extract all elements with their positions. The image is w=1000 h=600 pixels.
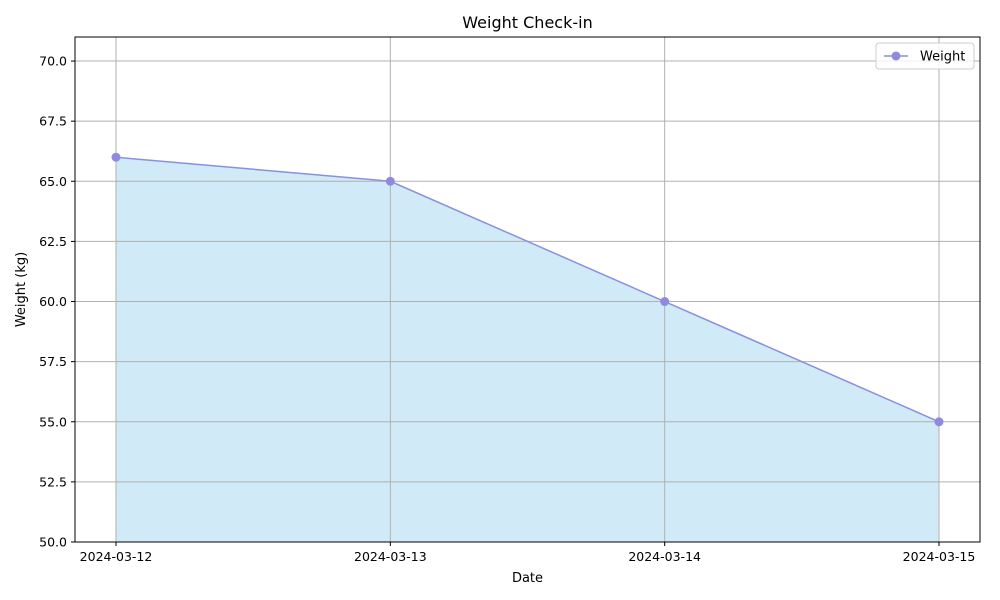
ticks-layer: 50.0 52.5 55.0 57.5 60.0 62.5 65.0 67.5 70.0 2024… <box>39 54 975 564</box>
y-tick-label: 65.0 <box>39 174 67 189</box>
x-axis-label: Date <box>512 571 543 586</box>
area-fill-layer <box>116 157 939 542</box>
x-tick-label: 2024-03-15 <box>903 549 976 564</box>
y-tick-label: 60.0 <box>39 294 67 309</box>
y-tick-label: 57.5 <box>39 354 67 369</box>
plot-frame <box>74 36 981 543</box>
series-line-weight <box>115 156 940 423</box>
y-axis-label: Weight (kg) <box>14 252 29 327</box>
series-layer <box>111 152 944 427</box>
chart-title: Weight Check-in <box>462 13 592 32</box>
area-fill <box>116 157 939 542</box>
data-point <box>111 152 121 162</box>
y-tick-label: 67.5 <box>39 114 67 129</box>
legend: Weight <box>875 42 975 70</box>
legend-box <box>875 42 975 70</box>
legend-entry-weight: Weight <box>920 50 965 65</box>
data-point <box>385 176 395 186</box>
y-tick-label: 62.5 <box>39 234 67 249</box>
y-tick-label: 50.0 <box>39 535 67 550</box>
x-tick-label: 2024-03-13 <box>354 549 427 564</box>
x-tick-label: 2024-03-14 <box>628 549 701 564</box>
y-tick-label: 55.0 <box>39 414 67 429</box>
legend-marker-swatch <box>891 51 901 61</box>
data-point <box>934 417 944 427</box>
y-tick-label: 52.5 <box>39 474 67 489</box>
y-tick-label: 70.0 <box>39 54 67 69</box>
x-tick-label: 2024-03-12 <box>80 549 153 564</box>
data-point <box>660 297 670 307</box>
